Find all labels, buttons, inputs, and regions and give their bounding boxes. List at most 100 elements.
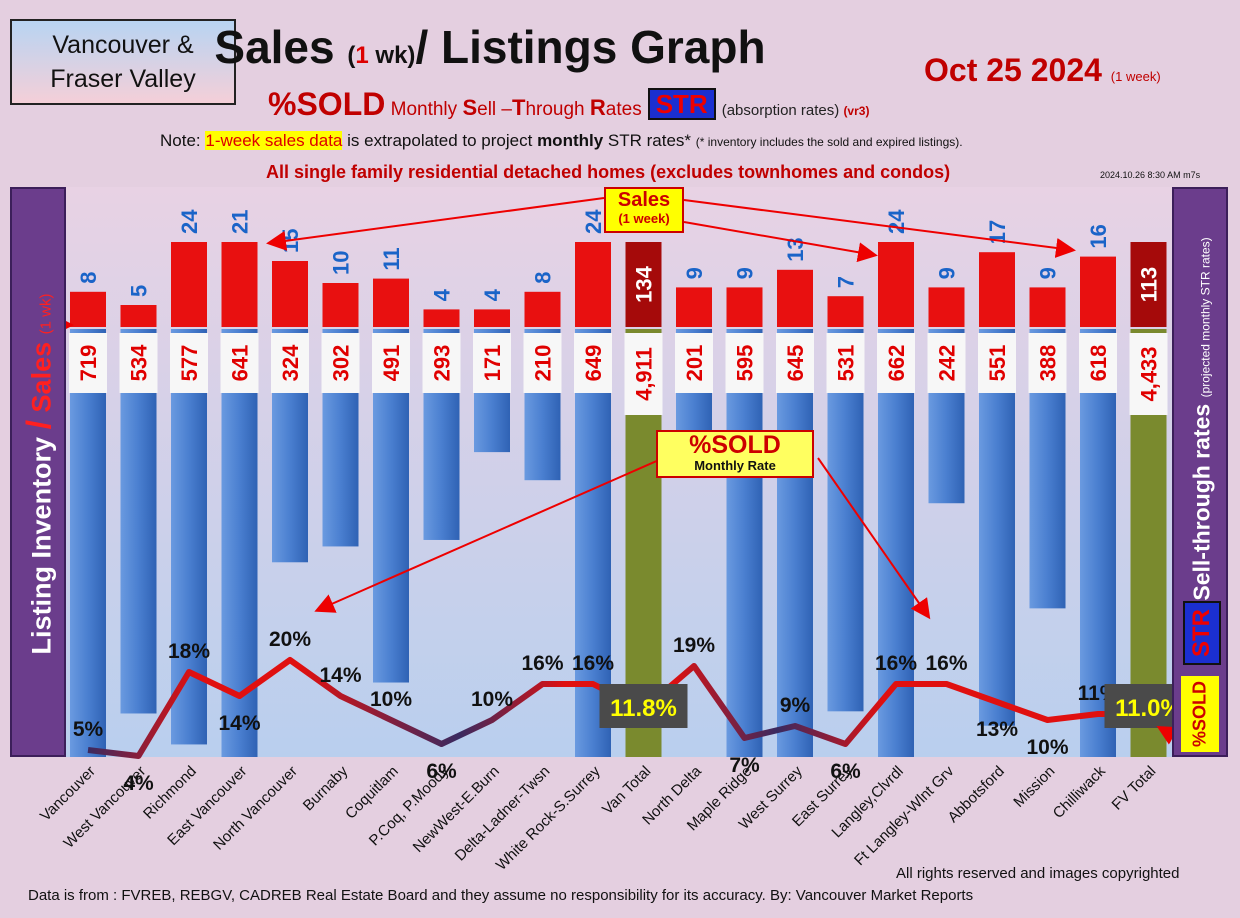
inventory-bar (70, 329, 106, 757)
x-tick-label: Mission (1010, 763, 1058, 811)
inventory-label: 534 (127, 344, 152, 381)
x-tick-label: Burnaby (300, 762, 352, 814)
str-label: 10% (471, 688, 513, 711)
x-tick-label: FV Total (1109, 763, 1160, 814)
inventory-label-box (523, 333, 562, 393)
sales-bar (726, 287, 763, 327)
inventory-label: 719 (76, 345, 101, 382)
inventory-label-box (271, 333, 309, 393)
sales-bar (524, 291, 561, 327)
inventory-label: 293 (430, 345, 455, 382)
inventory-label: 551 (985, 345, 1010, 382)
sales-bar (171, 242, 207, 327)
sales-label: 8 (531, 272, 556, 284)
inventory-label: 388 (1036, 345, 1061, 382)
sales-bar (1029, 287, 1066, 327)
sold-axis-badge: %SOLD (1181, 676, 1219, 752)
sales-bar (777, 269, 813, 327)
inventory-label-box (1028, 333, 1067, 393)
sales-label: 10 (329, 251, 354, 275)
sales-label: 134 (632, 265, 657, 302)
str-total-box (599, 684, 688, 728)
inventory-label-box (776, 333, 814, 393)
inventory-bar (777, 329, 813, 757)
sales-label: 7 (834, 276, 859, 288)
inventory-label-box (119, 333, 158, 393)
sales-label: 24 (581, 209, 606, 234)
inventory-label: 618 (1086, 345, 1111, 382)
chart-title: Sales (1 wk)/ Listings Graph (214, 21, 766, 73)
sales-label: 9 (935, 267, 960, 279)
sales-bar (1080, 256, 1116, 327)
x-tick-label: Ft Langley-Wlnt Grv (851, 762, 958, 869)
report-date: Oct 25 2024 (1 week) (924, 52, 1161, 88)
inventory-label: 531 (834, 345, 859, 382)
inventory-label-box (220, 333, 259, 393)
inventory-label-box (69, 333, 107, 393)
inventory-label-box (473, 333, 511, 393)
sales-bar (474, 309, 510, 327)
sales-bar (1130, 242, 1167, 327)
str-label: 6% (830, 760, 861, 783)
sales-bar (373, 278, 409, 327)
inventory-label-box (1129, 333, 1168, 415)
inventory-label-box (725, 333, 764, 393)
sold-callout: %SOLD Monthly Rate (656, 430, 814, 478)
inventory-label: 595 (733, 345, 758, 382)
str-axis-badge: STR (1183, 601, 1221, 665)
str-label: 4% (123, 772, 154, 795)
sales-bar (827, 296, 864, 327)
sales-label: 24 (884, 209, 909, 234)
sales-label: 4 (430, 288, 455, 301)
inventory-bar (979, 329, 1015, 726)
inventory-label: 171 (480, 345, 505, 382)
sales-bar (120, 305, 157, 327)
str-label: 19% (673, 634, 715, 657)
str-label: 16% (572, 652, 614, 675)
inventory-label-box (170, 333, 208, 393)
region-line2: Fraser Valley (50, 65, 196, 93)
inventory-label: 210 (531, 345, 556, 382)
right-axis-label: Sell-through rates (projected monthly ST… (1172, 187, 1228, 757)
str-label: 10% (1026, 736, 1068, 759)
region-badge: Vancouver & Fraser Valley (10, 19, 236, 105)
inventory-label: 324 (278, 344, 303, 381)
sales-label: 9 (1036, 267, 1061, 279)
str-badge: STR (647, 88, 716, 120)
sales-bar (878, 242, 914, 327)
sales-label: 4 (480, 288, 505, 301)
region-line1: Vancouver & (52, 31, 194, 59)
inventory-label-box (321, 333, 360, 393)
sales-label: 113 (1137, 267, 1162, 303)
str-label: 18% (168, 640, 210, 663)
str-label: 9% (780, 694, 811, 717)
sales-label: 9 (682, 267, 707, 279)
inventory-label-box (877, 333, 915, 393)
str-label: 10% (370, 688, 412, 711)
inventory-label-box (826, 333, 865, 393)
sales-label: 8 (76, 272, 101, 284)
str-label: 5% (73, 718, 104, 741)
arrow-sold-left (314, 455, 669, 613)
inventory-label: 649 (581, 345, 606, 382)
sales-label: 16 (1086, 224, 1111, 248)
timestamp: 2024.10.26 8:30 AM m7s (1100, 170, 1201, 180)
inventory-label: 242 (935, 345, 960, 382)
sales-bar (928, 287, 965, 327)
sales-bar (979, 252, 1015, 327)
chart-subtitle-2: All single family residential detached h… (266, 162, 951, 182)
sales-bar (676, 287, 712, 327)
inventory-label-box (422, 333, 461, 393)
str-label: 20% (269, 628, 311, 651)
str-label: 16% (875, 652, 917, 675)
str-label: 14% (218, 712, 260, 735)
x-tick-label: Chilliwack (1050, 762, 1110, 822)
str-label: 13% (976, 718, 1018, 741)
str-label: 6% (426, 760, 457, 783)
callout-arrows (54, 197, 1191, 746)
inventory-label: 4,911 (632, 347, 657, 401)
str-label: 14% (319, 664, 361, 687)
sales-bar (221, 242, 258, 327)
str-label: 11.8% (610, 695, 677, 722)
inventory-label-box (624, 333, 663, 415)
